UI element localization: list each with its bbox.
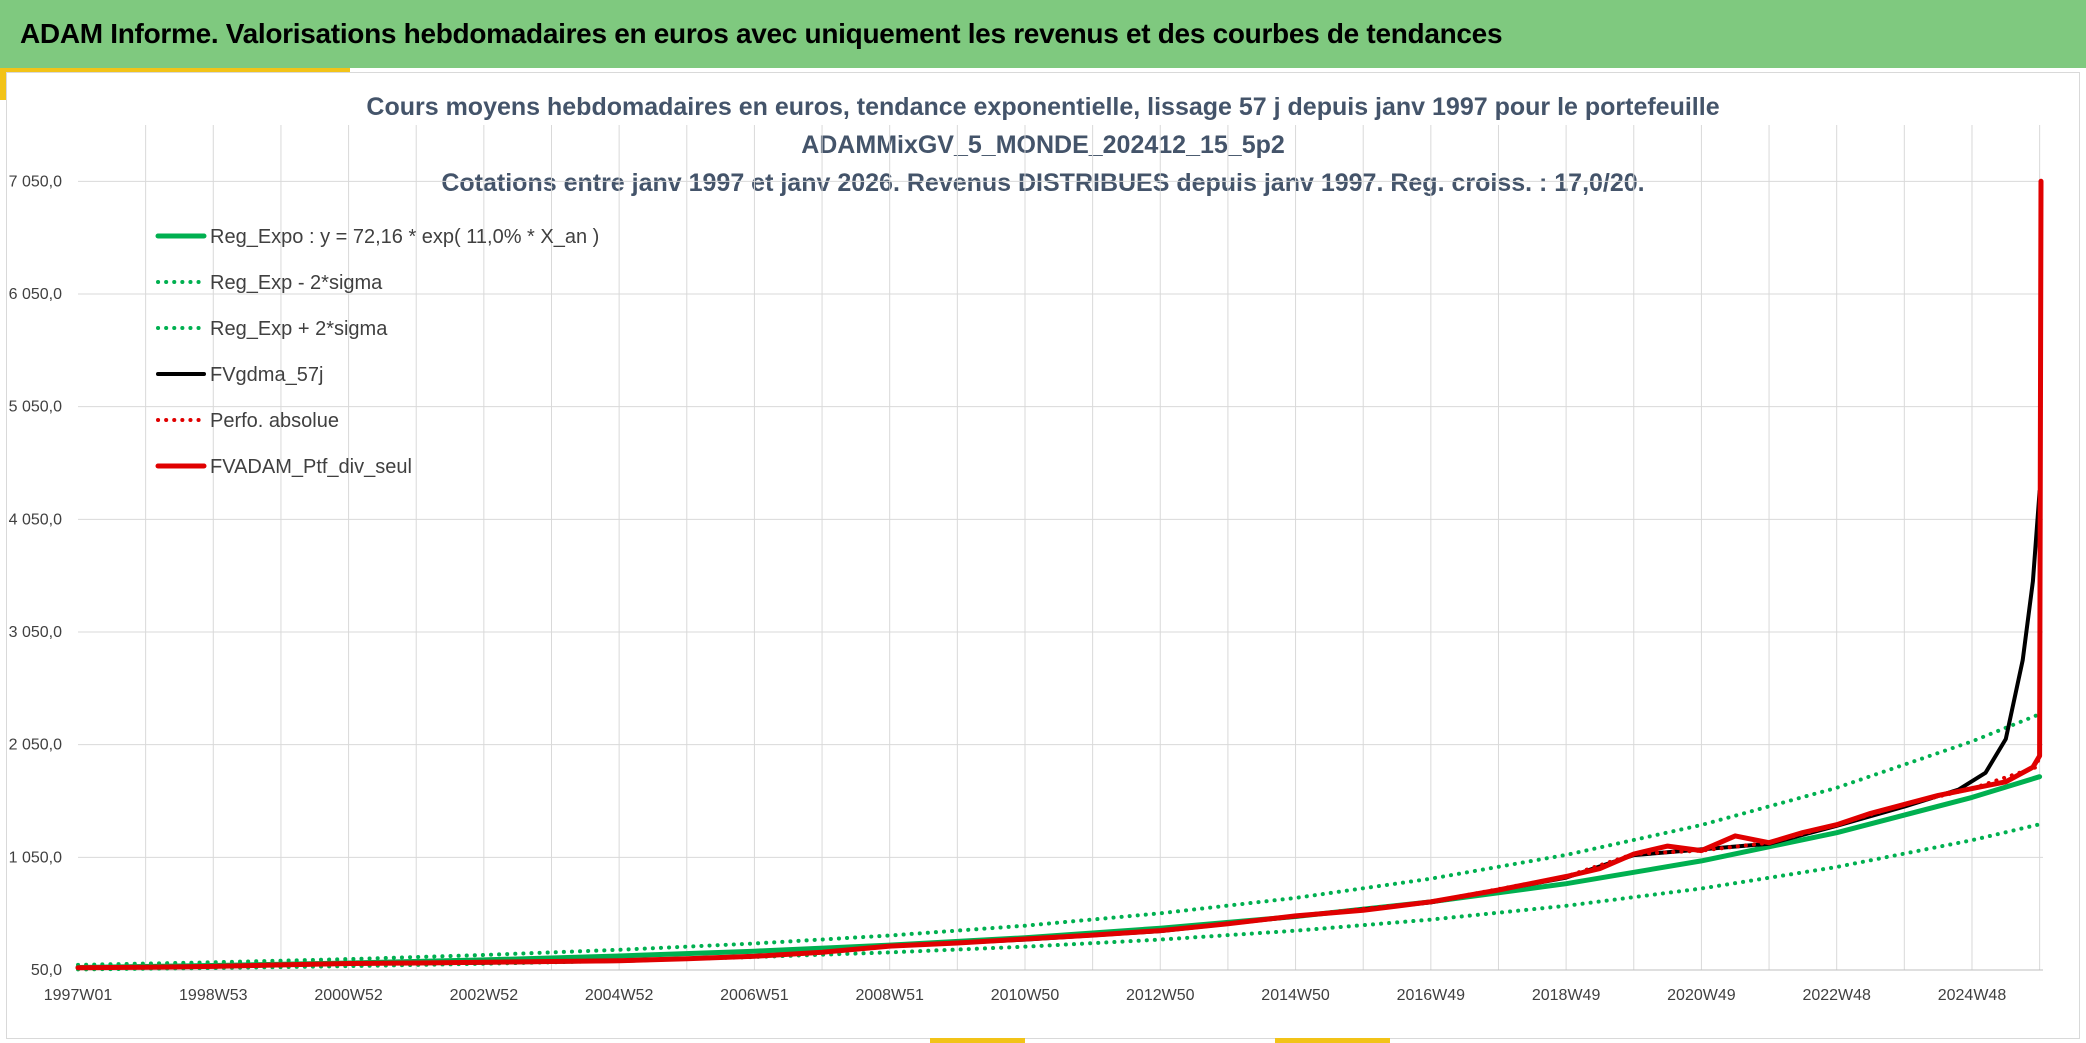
legend-label: Reg_Expo : y = 72,16 * exp( 11,0% * X_an… — [210, 226, 599, 248]
x-tick-label: 2006W51 — [720, 987, 789, 1004]
chart-subtitle: ADAMMixGV_5_MONDE_202412_15_5p2 — [801, 131, 1285, 159]
legend-label: FVgdma_57j — [210, 364, 323, 386]
header-banner: ADAM Informe. Valorisations hebdomadaire… — [0, 0, 2086, 68]
y-tick-label: 5 050,0 — [9, 399, 62, 416]
x-tick-label: 2020W49 — [1667, 987, 1736, 1004]
series-line-3 — [76, 712, 2042, 967]
x-tick-label: 1997W01 — [44, 987, 113, 1004]
x-tick-label: 2012W50 — [1126, 987, 1195, 1004]
x-tick-label: 2004W52 — [585, 987, 654, 1004]
header-title: ADAM Informe. Valorisations hebdomadaire… — [20, 18, 1503, 49]
legend-label: Reg_Exp - 2*sigma — [210, 272, 383, 294]
x-tick-label: 2002W52 — [450, 987, 519, 1004]
accent-bar-left — [0, 68, 7, 100]
chart-frame — [6, 72, 2080, 1039]
chart-subtitle-2: Cotations entre janv 1997 et janv 2026. … — [441, 169, 1645, 197]
chart-title: Cours moyens hebdomadaires en euros, ten… — [366, 93, 1720, 121]
x-tick-label: 2018W49 — [1532, 987, 1601, 1004]
y-tick-label: 3 050,0 — [9, 624, 62, 641]
x-tick-label: 1998W53 — [179, 987, 248, 1004]
y-tick-label: 1 050,0 — [9, 849, 62, 866]
legend-label: FVADAM_Ptf_div_seul — [210, 456, 412, 478]
accent-bar-bottom — [1275, 1038, 1390, 1043]
x-tick-label: 2000W52 — [314, 987, 383, 1004]
legend-label: Perfo. absolue — [210, 410, 339, 432]
x-tick-label: 2008W51 — [855, 987, 924, 1004]
y-tick-label: 4 050,0 — [9, 511, 62, 528]
x-tick-label: 2016W49 — [1397, 987, 1466, 1004]
accent-bar-bottom — [930, 1038, 1025, 1043]
series-line-6 — [75, 178, 2044, 971]
y-tick-label: 2 050,0 — [9, 737, 62, 754]
legend-label: Reg_Exp + 2*sigma — [210, 318, 388, 340]
accent-bar-top — [0, 68, 350, 73]
x-tick-label: 2022W48 — [1802, 987, 1871, 1004]
x-tick-label: 2024W48 — [1938, 987, 2007, 1004]
y-tick-label: 6 050,0 — [9, 286, 62, 303]
x-tick-label: 2010W50 — [991, 987, 1060, 1004]
y-tick-label: 7 050,0 — [9, 173, 62, 190]
x-tick-label: 2014W50 — [1261, 987, 1330, 1004]
series-line-4 — [76, 489, 2042, 970]
y-tick-label: 50,0 — [31, 962, 62, 979]
